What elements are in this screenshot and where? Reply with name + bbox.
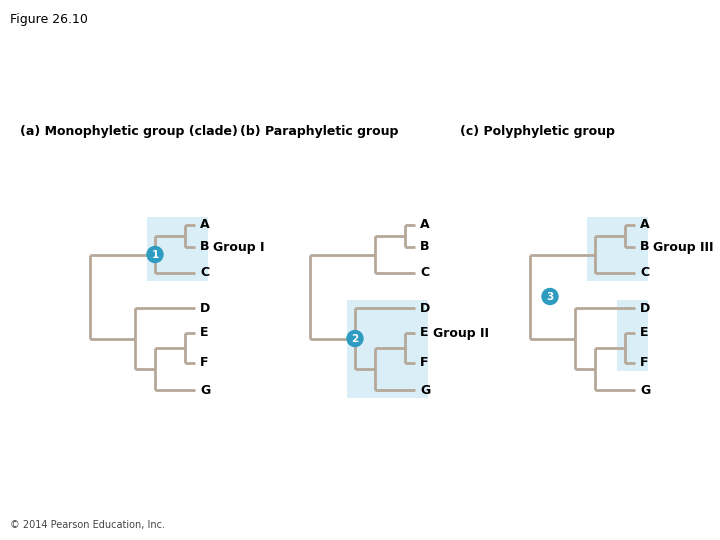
Text: (b) Paraphyletic group: (b) Paraphyletic group bbox=[240, 125, 398, 138]
Circle shape bbox=[147, 246, 163, 262]
Circle shape bbox=[347, 330, 363, 347]
Text: A: A bbox=[420, 219, 430, 232]
FancyBboxPatch shape bbox=[587, 217, 648, 281]
Text: G: G bbox=[640, 383, 650, 396]
Text: 1: 1 bbox=[151, 249, 158, 260]
Text: G: G bbox=[420, 383, 431, 396]
Text: (c) Polyphyletic group: (c) Polyphyletic group bbox=[460, 125, 615, 138]
Text: Group III: Group III bbox=[653, 240, 714, 253]
FancyBboxPatch shape bbox=[617, 300, 648, 371]
Text: F: F bbox=[420, 356, 428, 369]
FancyBboxPatch shape bbox=[147, 217, 208, 281]
Text: F: F bbox=[200, 356, 209, 369]
Text: E: E bbox=[200, 327, 209, 340]
Text: D: D bbox=[640, 301, 650, 314]
Text: C: C bbox=[640, 267, 649, 280]
Circle shape bbox=[542, 288, 558, 305]
Text: © 2014 Pearson Education, Inc.: © 2014 Pearson Education, Inc. bbox=[10, 520, 165, 530]
Text: B: B bbox=[420, 240, 430, 253]
Text: (a) Monophyletic group (clade): (a) Monophyletic group (clade) bbox=[20, 125, 238, 138]
Text: G: G bbox=[200, 383, 210, 396]
Text: E: E bbox=[420, 327, 428, 340]
Text: F: F bbox=[640, 356, 649, 369]
Text: Group II: Group II bbox=[433, 327, 489, 340]
Text: Figure 26.10: Figure 26.10 bbox=[10, 13, 88, 26]
Text: 3: 3 bbox=[546, 292, 554, 301]
Text: C: C bbox=[420, 267, 429, 280]
Text: Group I: Group I bbox=[213, 240, 264, 253]
Text: B: B bbox=[200, 240, 210, 253]
Text: C: C bbox=[200, 267, 209, 280]
Text: B: B bbox=[640, 240, 649, 253]
FancyBboxPatch shape bbox=[347, 300, 428, 398]
Text: D: D bbox=[200, 301, 210, 314]
Text: D: D bbox=[420, 301, 431, 314]
Text: A: A bbox=[640, 219, 649, 232]
Text: A: A bbox=[200, 219, 210, 232]
Text: E: E bbox=[640, 327, 649, 340]
Text: 2: 2 bbox=[351, 334, 359, 343]
